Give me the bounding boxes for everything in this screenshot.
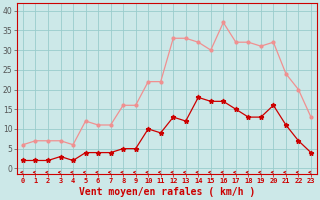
X-axis label: Vent moyen/en rafales ( km/h ): Vent moyen/en rafales ( km/h ) — [79, 187, 255, 197]
